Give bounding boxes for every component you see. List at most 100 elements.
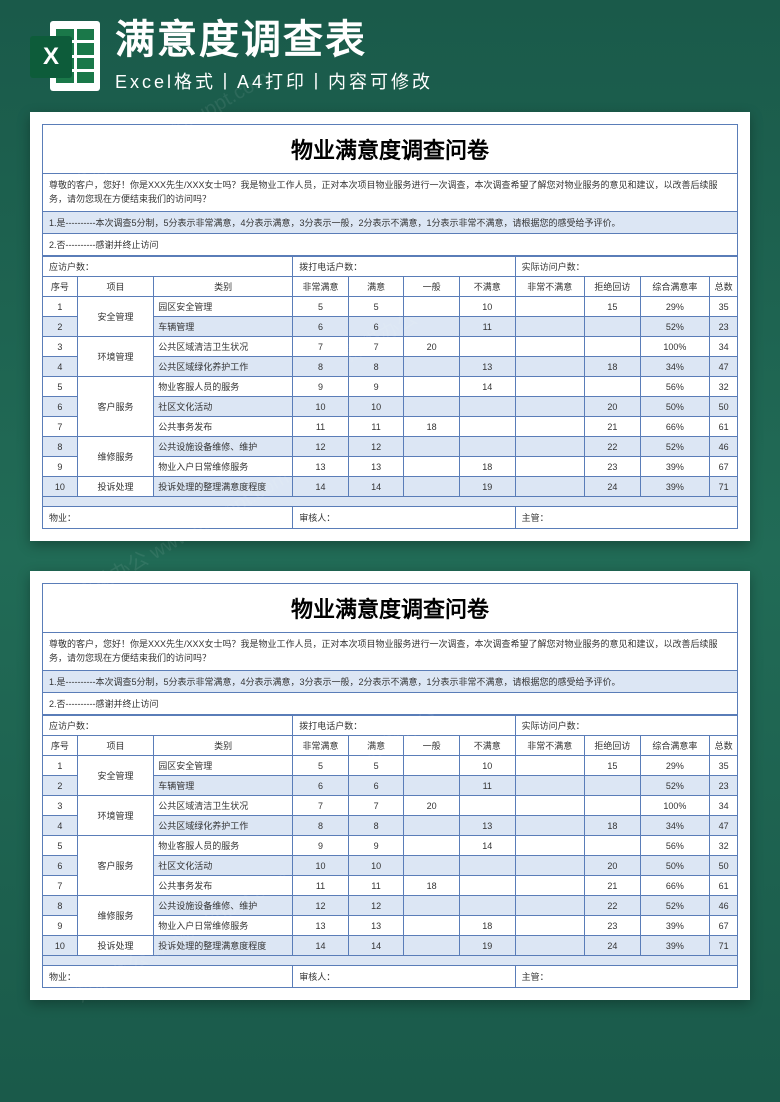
cell-value: 10 xyxy=(293,856,349,876)
survey-intro: 尊敬的客户，您好！你是XXX先生/XXX女士吗？我是物业工作人员，正对本次项目物… xyxy=(42,174,738,212)
cell-value xyxy=(515,317,585,337)
cell-value: 52% xyxy=(640,896,710,916)
cell-value xyxy=(404,916,460,936)
cell-value: 12 xyxy=(348,437,404,457)
cell-value xyxy=(404,776,460,796)
col-header: 非常不满意 xyxy=(515,277,585,297)
cell-value: 15 xyxy=(585,756,641,776)
cell-value: 8 xyxy=(293,357,349,377)
cell-value: 100% xyxy=(640,337,710,357)
cell-value: 13 xyxy=(293,457,349,477)
cell-seq: 5 xyxy=(43,836,78,856)
cell-sub: 公共设施设备维修、维护 xyxy=(154,437,293,457)
cell-value: 12 xyxy=(348,896,404,916)
cell-value: 20 xyxy=(585,397,641,417)
cell-sub: 车辆管理 xyxy=(154,317,293,337)
cell-value: 14 xyxy=(348,477,404,497)
cell-sub: 公共区域绿化养护工作 xyxy=(154,816,293,836)
excel-icon: X xyxy=(30,21,100,91)
cell-value xyxy=(585,317,641,337)
cell-value: 34% xyxy=(640,816,710,836)
cell-value: 24 xyxy=(585,477,641,497)
cell-sub: 园区安全管理 xyxy=(154,297,293,317)
cell-value: 8 xyxy=(293,816,349,836)
excel-badge: X xyxy=(30,36,72,78)
cell-seq: 2 xyxy=(43,776,78,796)
cell-value: 10 xyxy=(348,856,404,876)
footer-a: 物业： xyxy=(43,507,293,529)
cell-sub: 公共区域清洁卫生状况 xyxy=(154,796,293,816)
cell-value: 6 xyxy=(348,776,404,796)
cell-value xyxy=(515,756,585,776)
col-header: 非常满意 xyxy=(293,277,349,297)
cell-category: 维修服务 xyxy=(77,437,153,477)
cell-value: 39% xyxy=(640,477,710,497)
cell-value: 8 xyxy=(348,816,404,836)
cell-value: 23 xyxy=(710,317,738,337)
cell-value: 20 xyxy=(585,856,641,876)
cell-sub: 社区文化活动 xyxy=(154,397,293,417)
cell-value: 5 xyxy=(348,297,404,317)
col-header: 项目 xyxy=(77,736,153,756)
cell-value: 56% xyxy=(640,377,710,397)
cell-value: 6 xyxy=(348,317,404,337)
band-c: 实际访问户数： xyxy=(515,257,737,277)
cell-value xyxy=(515,816,585,836)
cell-value: 61 xyxy=(710,876,738,896)
cell-value xyxy=(404,936,460,956)
cell-seq: 5 xyxy=(43,377,78,397)
cell-sub: 社区文化活动 xyxy=(154,856,293,876)
cell-category: 安全管理 xyxy=(77,756,153,796)
cell-seq: 4 xyxy=(43,816,78,836)
cell-value xyxy=(404,357,460,377)
col-header: 一般 xyxy=(404,736,460,756)
cell-value: 66% xyxy=(640,876,710,896)
cell-value: 29% xyxy=(640,297,710,317)
col-header: 综合满意率 xyxy=(640,736,710,756)
cell-value: 18 xyxy=(459,457,515,477)
cell-value xyxy=(585,836,641,856)
cell-value: 18 xyxy=(585,357,641,377)
cell-value: 50 xyxy=(710,397,738,417)
cell-value xyxy=(404,397,460,417)
cell-value: 11 xyxy=(348,417,404,437)
cell-seq: 6 xyxy=(43,856,78,876)
cell-value: 7 xyxy=(293,337,349,357)
cell-value: 18 xyxy=(404,417,460,437)
cell-seq: 1 xyxy=(43,297,78,317)
cell-value: 24 xyxy=(585,936,641,956)
cell-value xyxy=(404,297,460,317)
cell-seq: 8 xyxy=(43,896,78,916)
cell-sub: 园区安全管理 xyxy=(154,756,293,776)
cell-value: 61 xyxy=(710,417,738,437)
cell-seq: 9 xyxy=(43,457,78,477)
cell-value xyxy=(404,317,460,337)
page-title: 满意度调查表 xyxy=(115,18,433,62)
band-b: 拨打电话户数： xyxy=(293,716,515,736)
cell-value: 14 xyxy=(459,377,515,397)
table-row: 1安全管理园区安全管理55101529%35 xyxy=(43,756,738,776)
cell-category: 客户服务 xyxy=(77,836,153,896)
cell-category: 维修服务 xyxy=(77,896,153,936)
cell-value: 5 xyxy=(293,297,349,317)
cell-value xyxy=(515,896,585,916)
col-header: 一般 xyxy=(404,277,460,297)
cell-value: 56% xyxy=(640,836,710,856)
band-a: 应访户数： xyxy=(43,716,293,736)
survey-title: 物业满意度调查问卷 xyxy=(42,124,738,174)
cell-value: 10 xyxy=(459,297,515,317)
col-header: 类别 xyxy=(154,736,293,756)
survey-sheet-2: 物业满意度调查问卷尊敬的客户，您好！你是XXX先生/XXX女士吗？我是物业工作人… xyxy=(30,571,750,1000)
survey-table: 应访户数：拨打电话户数：实际访问户数：序号项目类别非常满意满意一般不满意非常不满… xyxy=(42,256,738,529)
cell-value: 52% xyxy=(640,317,710,337)
cell-value xyxy=(515,477,585,497)
col-header: 项目 xyxy=(77,277,153,297)
cell-value: 52% xyxy=(640,776,710,796)
cell-value: 32 xyxy=(710,836,738,856)
col-header: 综合满意率 xyxy=(640,277,710,297)
cell-value: 6 xyxy=(293,317,349,337)
cell-value xyxy=(515,437,585,457)
cell-value: 10 xyxy=(459,756,515,776)
cell-value: 11 xyxy=(293,876,349,896)
cell-value: 23 xyxy=(585,916,641,936)
